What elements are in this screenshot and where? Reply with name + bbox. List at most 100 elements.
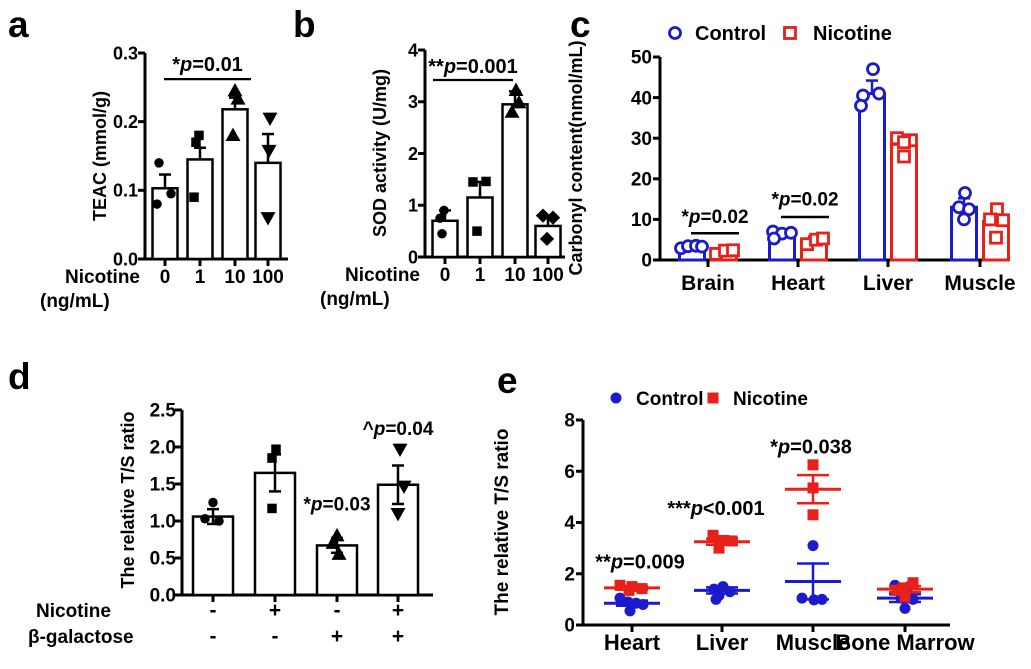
triangle-up-marker [227,83,243,97]
bar [151,187,179,261]
bar [376,483,420,597]
triangle-down-marker [260,212,276,226]
y-tick-label: 2.5 [150,401,177,422]
panel-d-chart: 0.0 0.5 1.0 1.5 2.0 2.5 The relative T/S ratio… [28,401,434,648]
square-marker [614,579,626,591]
y-axis-label: The relative T/S ratio [492,429,513,616]
bar [501,103,529,259]
square-marker [807,459,819,471]
circle-marker [624,605,636,617]
significance-label: *p=0.02 [681,207,748,228]
x-category-label: Heart [604,630,661,655]
square-marker [891,584,903,596]
bar [982,219,1010,262]
x-axis-title: Nicotine [65,267,140,288]
x-category-label: Brain [681,272,735,295]
triangle-up-marker [225,127,241,142]
y-tick-label: 2 [408,144,418,164]
triangle-down-marker [262,112,278,126]
y-axis-label: SOD activity (U/mg) [370,69,390,237]
factor-row-value: - [210,599,217,622]
y-axis-label: Carbonyl content(nmol/mL) [566,41,586,276]
square-marker [481,176,491,187]
x-category-label: 1 [195,267,206,288]
y-tick-label: 0 [641,251,652,272]
circle-marker [214,516,224,526]
circle-marker [796,592,808,604]
significance-label: *p=0.02 [771,190,838,211]
bar [253,471,297,597]
x-category-label: Liver [696,630,749,655]
square-marker [726,535,738,547]
factor-row-name: Nicotine [36,601,111,622]
triangle-up-marker [504,104,520,118]
y-tick-label: 3 [408,92,418,112]
y-tick-label: 50 [631,48,652,69]
square-marker [472,226,482,236]
diamond-marker [535,208,551,223]
square-marker [271,444,281,454]
triangle-up-marker [331,546,347,560]
circle-marker [816,593,828,605]
square-marker [707,392,719,404]
circle-marker [710,593,722,605]
square-marker [718,534,730,546]
circle-marker [166,189,176,199]
circle-marker [808,594,820,606]
x-category-label: 1 [475,265,486,286]
significance-label: **p=0.001 [428,56,518,78]
square-marker [907,577,919,589]
significance-label: **p=0.009 [595,552,685,574]
diamond-marker [539,231,555,247]
factor-row-value: + [392,599,404,622]
x-category-label: 10 [224,267,245,288]
square-marker [897,582,909,594]
bar [191,515,235,597]
legend-label: Nicotine [813,23,892,45]
diamond-marker [545,210,561,225]
x-category-label: 100 [532,265,564,286]
y-tick-label: 1 [408,196,418,216]
triangle-down-marker [396,480,412,494]
significance-label: ^p=0.04 [363,419,434,440]
y-tick-label: 30 [631,129,652,150]
circle-marker [668,26,682,40]
square-marker [191,137,201,148]
triangle-up-marker [230,91,246,105]
circle-marker [435,213,445,223]
panel-c-chart: 0 10 20 30 40 50 Carbonyl content(nmol/mL) Brai… [566,23,1016,295]
square-marker [267,453,277,463]
y-tick-label: 1.5 [150,475,177,496]
square-marker [267,503,277,514]
square-marker [713,542,725,554]
x-category-label: Muscle [776,630,851,655]
legend-label: Control [636,389,704,410]
y-tick-label: 40 [631,88,652,109]
square-marker [983,212,997,227]
square-marker [996,213,1010,228]
square-marker [807,509,819,521]
y-tick-label: 4 [564,513,575,534]
square-marker [897,149,911,164]
triangle-down-marker [390,507,406,522]
circle-marker [154,158,164,168]
x-category-label: 10 [504,265,525,286]
y-tick-label: 8 [564,411,575,432]
square-marker [897,135,911,150]
square-marker [783,26,797,40]
triangle-up-marker [511,95,527,109]
square-marker [726,243,740,258]
y-tick-label: 2.0 [150,438,176,459]
circle-marker [610,392,622,404]
y-tick-label: 0.0 [150,586,176,607]
bar [254,161,282,261]
x-category-label: Heart [771,272,825,295]
square-marker [807,482,819,494]
square-marker [816,231,830,246]
y-tick-label: 1.0 [150,512,176,533]
circle-marker [200,514,210,524]
y-tick-label: 0 [564,616,575,637]
y-axis-label: TEAC (mmol/g) [90,91,110,221]
factor-row-value: + [269,599,281,622]
y-tick-label: 0.5 [150,549,177,570]
